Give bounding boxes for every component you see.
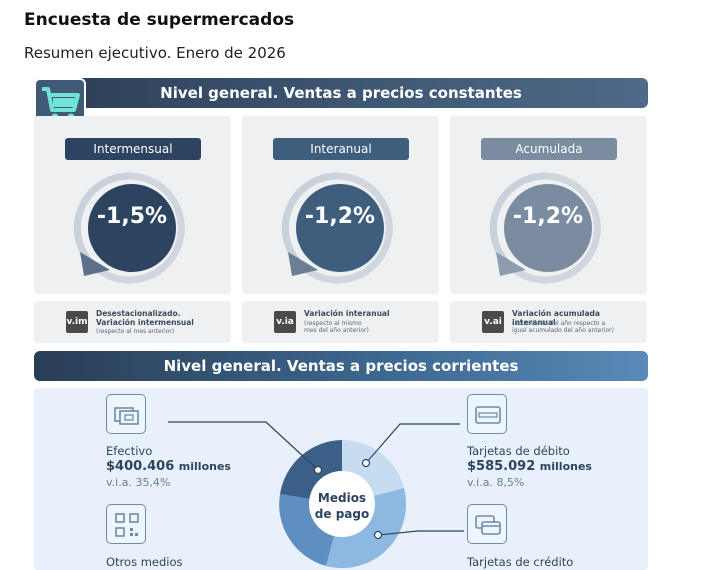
note-line3: (respecto al mismo [304, 320, 362, 327]
tag-vim: v.im [66, 311, 88, 333]
efectivo-amount: $400.406 millones [106, 459, 231, 474]
debito-amount: $585.092 millones [467, 459, 592, 474]
gauge-value: -1,5% [96, 204, 168, 229]
note-line3: (respecto al mes anterior) [96, 328, 175, 335]
debit-card-icon [467, 394, 507, 434]
card-label: Interanual [273, 138, 409, 160]
card-label: Acumulada [481, 138, 617, 160]
donut-slice-debito [326, 488, 407, 569]
credit-card-icon [467, 504, 507, 544]
debito-via: v.i.a. 8,5% [467, 476, 525, 489]
constant-prices-banner: Nivel general. Ventas a precios constant… [34, 78, 648, 108]
note-line3: (acumulado del año respecto a [512, 320, 606, 327]
efectivo-via: v.i.a. 35,4% [106, 476, 171, 489]
note-line2: Variación intermensual [96, 318, 194, 327]
card-intermensual: Intermensual -1,5% [34, 116, 231, 294]
tag-vai: v.ai [482, 311, 504, 333]
donut-slice-otros [279, 494, 334, 566]
gauge-value: -1,2% [304, 204, 376, 229]
note-line1: Desestacionalizado. [96, 309, 181, 318]
note-line: Desestacionalizado. Variación intermensu… [96, 309, 226, 327]
donut-slice-efectivo [280, 440, 342, 499]
card-label: Intermensual [65, 138, 201, 160]
donut-label-line1: Medios [317, 491, 367, 505]
otros-label: Otros medios [106, 555, 183, 569]
note-line1: Variación interanual [304, 309, 390, 318]
credito-label: Tarjetas de crédito [467, 555, 574, 569]
note-line4: igual acumulado del año anterior) [512, 327, 614, 334]
tag-via: v.ia [274, 311, 296, 333]
gauge-interanual: -1,2% [278, 166, 398, 286]
current-prices-banner: Nivel general. Ventas a precios corrient… [34, 351, 648, 381]
gauge-acumulada: -1,2% [486, 166, 606, 286]
efectivo-unit: millones [178, 460, 231, 473]
page-title: Encuesta de supermercados [24, 10, 295, 30]
note-line4: mes del año anterior) [304, 327, 369, 334]
gauge-value: -1,2% [512, 204, 584, 229]
cash-icon [106, 394, 146, 434]
donut-label-line2: de pago [314, 507, 370, 521]
page-subtitle: Resumen ejecutivo. Enero de 2026 [24, 44, 286, 62]
donut-slice-debito-top [342, 440, 404, 496]
debito-label: Tarjetas de débito [467, 444, 570, 458]
debito-unit: millones [539, 460, 592, 473]
donut-center-label: Medios de pago [304, 490, 380, 522]
efectivo-value: $400.406 [106, 459, 175, 474]
efectivo-label: Efectivo [106, 444, 153, 458]
card-acumulada: Acumulada -1,2% [450, 116, 647, 294]
qr-code-icon [106, 504, 146, 544]
note-line1: Variación acumulada interanual [512, 309, 600, 327]
debito-value: $585.092 [467, 459, 536, 474]
note-via: v.ia Variación interanual (respecto al m… [242, 301, 439, 343]
note-vai: v.ai Variación acumulada interanual (acu… [450, 301, 647, 343]
gauge-intermensual: -1,5% [70, 166, 190, 286]
card-interanual: Interanual -1,2% [242, 116, 439, 294]
note-vim: v.im Desestacionalizado. Variación inter… [34, 301, 231, 343]
